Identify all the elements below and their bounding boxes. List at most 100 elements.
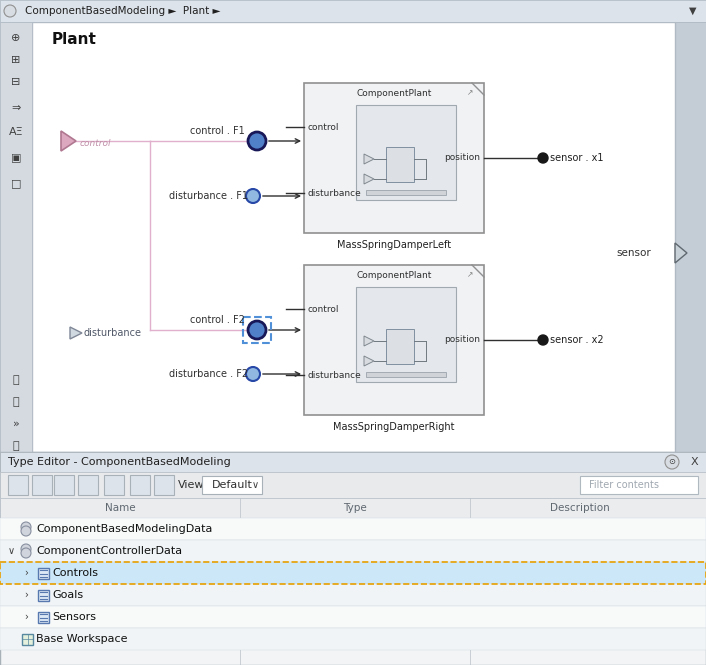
Bar xyxy=(0,628,706,650)
Text: Default: Default xyxy=(212,480,253,490)
Text: ∨: ∨ xyxy=(251,480,258,490)
Text: ComponentPlant: ComponentPlant xyxy=(357,271,431,279)
Text: control: control xyxy=(308,305,340,313)
Text: ›: › xyxy=(24,612,28,622)
Bar xyxy=(32,475,52,495)
Text: ⇒: ⇒ xyxy=(11,103,20,113)
Circle shape xyxy=(665,455,679,469)
Text: position: position xyxy=(444,336,480,344)
Text: View:: View: xyxy=(178,480,208,490)
Bar xyxy=(54,475,74,495)
Text: Sensors: Sensors xyxy=(52,612,96,622)
Text: ComponentControllerData: ComponentControllerData xyxy=(36,546,182,556)
Bar xyxy=(0,606,706,628)
Text: Base Workspace: Base Workspace xyxy=(36,634,128,644)
Bar xyxy=(38,590,49,601)
Circle shape xyxy=(248,321,266,339)
Bar xyxy=(202,476,262,494)
Text: disturbance . F2: disturbance . F2 xyxy=(169,369,248,379)
Text: ComponentBasedModelingData: ComponentBasedModelingData xyxy=(36,524,213,534)
Circle shape xyxy=(21,526,31,536)
Text: Filter contents: Filter contents xyxy=(589,480,659,490)
Bar xyxy=(130,475,150,495)
Text: ∨: ∨ xyxy=(8,546,15,556)
Bar xyxy=(243,317,271,343)
Text: ›: › xyxy=(24,590,28,600)
Text: disturbance . F1: disturbance . F1 xyxy=(169,191,248,201)
Text: control: control xyxy=(80,138,112,148)
Text: □: □ xyxy=(11,178,21,188)
Text: 📊: 📊 xyxy=(13,397,19,407)
Text: »: » xyxy=(13,419,19,429)
Text: ComponentPlant: ComponentPlant xyxy=(357,88,431,98)
Text: disturbance: disturbance xyxy=(84,328,142,338)
Bar xyxy=(366,372,446,377)
Polygon shape xyxy=(364,336,374,346)
Bar xyxy=(38,612,49,623)
Circle shape xyxy=(21,548,31,558)
Bar xyxy=(0,540,706,562)
Circle shape xyxy=(21,544,31,554)
Text: position: position xyxy=(444,154,480,162)
Text: Plant: Plant xyxy=(52,33,97,47)
Bar xyxy=(22,634,33,645)
Bar xyxy=(386,329,414,364)
Bar xyxy=(0,498,706,518)
Circle shape xyxy=(246,367,260,381)
Bar xyxy=(304,83,484,233)
Polygon shape xyxy=(364,356,374,366)
Circle shape xyxy=(246,189,260,203)
Text: sensor . x1: sensor . x1 xyxy=(550,153,604,163)
Text: ▣: ▣ xyxy=(11,153,21,163)
Bar xyxy=(0,22,32,665)
Text: X: X xyxy=(690,457,698,467)
Circle shape xyxy=(538,153,548,163)
Circle shape xyxy=(4,5,16,17)
Text: ComponentBasedModeling ►  Plant ►: ComponentBasedModeling ► Plant ► xyxy=(25,6,220,16)
Bar xyxy=(78,475,98,495)
Text: control . F2: control . F2 xyxy=(190,315,245,325)
Text: sensor: sensor xyxy=(616,248,651,258)
Text: control: control xyxy=(308,122,340,132)
Text: sensor . x2: sensor . x2 xyxy=(550,335,604,345)
Bar xyxy=(38,568,49,579)
Text: ↗: ↗ xyxy=(467,88,473,98)
Text: ⊞: ⊞ xyxy=(11,55,20,65)
Text: 📷: 📷 xyxy=(13,375,19,385)
Bar xyxy=(304,265,484,415)
Polygon shape xyxy=(70,327,82,339)
Text: MassSpringDamperLeft: MassSpringDamperLeft xyxy=(337,240,451,250)
Text: ⊟: ⊟ xyxy=(11,77,20,87)
Bar xyxy=(8,475,28,495)
Text: Type Editor - ComponentBasedModeling: Type Editor - ComponentBasedModeling xyxy=(8,457,231,467)
Circle shape xyxy=(21,522,31,532)
Bar xyxy=(0,584,706,606)
Text: 🗄: 🗄 xyxy=(13,441,19,451)
Bar xyxy=(0,562,706,584)
Polygon shape xyxy=(61,131,76,151)
Text: ↗: ↗ xyxy=(467,271,473,279)
Text: ⊙: ⊙ xyxy=(669,458,676,467)
Bar xyxy=(0,472,706,498)
Bar xyxy=(0,452,706,472)
Text: Goals: Goals xyxy=(52,590,83,600)
Bar xyxy=(104,475,124,495)
Polygon shape xyxy=(675,243,687,263)
Circle shape xyxy=(538,335,548,345)
Text: Controls: Controls xyxy=(52,568,98,578)
Bar xyxy=(356,287,456,382)
Text: control . F1: control . F1 xyxy=(190,126,245,136)
Text: Name: Name xyxy=(104,503,136,513)
Text: MassSpringDamperRight: MassSpringDamperRight xyxy=(333,422,455,432)
Bar xyxy=(0,452,706,665)
Circle shape xyxy=(248,132,266,150)
Bar xyxy=(386,147,414,182)
Bar xyxy=(0,562,706,584)
Text: AΞ: AΞ xyxy=(8,127,23,137)
Text: Description: Description xyxy=(550,503,610,513)
Text: ⊕: ⊕ xyxy=(11,33,20,43)
Polygon shape xyxy=(364,174,374,184)
Text: disturbance: disturbance xyxy=(308,188,361,198)
Text: ›: › xyxy=(24,568,28,578)
Text: disturbance: disturbance xyxy=(308,370,361,380)
